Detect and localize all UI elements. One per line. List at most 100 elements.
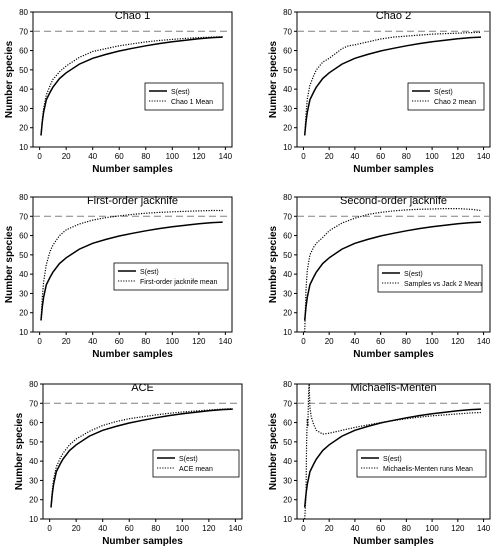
series-line-estimator-mean xyxy=(304,31,482,136)
x-tick-label: 40 xyxy=(350,337,359,346)
chart-panel-6: 10 20 30 40 50 60 70 80 0 20 40 60 80 100 120 140 Michae… xyxy=(268,380,491,547)
y-tick-label: 30 xyxy=(19,289,28,298)
y-tick-label: 60 xyxy=(19,47,28,56)
x-tick-label: 140 xyxy=(229,524,243,533)
x-tick-label: 140 xyxy=(219,337,233,346)
chart-panel-3: 10 20 30 40 50 60 70 80 0 20 40 60 80 100 120 140 First-… xyxy=(4,193,233,360)
x-tick-label: 40 xyxy=(350,524,359,533)
legend-entry: S(est) xyxy=(140,269,159,276)
series-line-sest xyxy=(50,408,233,508)
legend: S(est) Chao 2 mean xyxy=(407,82,485,111)
series-line-sest xyxy=(303,408,482,508)
y-tick-label: 80 xyxy=(19,193,28,202)
x-tick-label: 120 xyxy=(451,337,465,346)
x-tick-label: 100 xyxy=(425,524,439,533)
y-tick-label: 40 xyxy=(283,85,292,94)
y-tick-label: 30 xyxy=(283,104,292,113)
x-tick-label: 20 xyxy=(325,524,334,533)
x-tick-label: 20 xyxy=(325,337,334,346)
x-tick-label: 40 xyxy=(350,152,359,161)
y-tick-label: 80 xyxy=(29,380,38,389)
y-tick-label: 70 xyxy=(283,212,292,221)
series-line-estimator-mean xyxy=(50,408,233,508)
y-tick-label: 10 xyxy=(283,143,292,152)
x-tick-label: 60 xyxy=(376,337,385,346)
x-tick-label: 0 xyxy=(47,524,52,533)
y-tick-label: 20 xyxy=(19,309,28,318)
chart-panel-2: 10 20 30 40 50 60 70 80 0 20 40 60 80 100 120 140 Chao 2… xyxy=(268,8,491,175)
series-line-estimator-mean xyxy=(40,209,223,321)
y-tick-label: 20 xyxy=(283,124,292,133)
chart-title: Chao 2 xyxy=(376,10,411,22)
x-tick-label: 0 xyxy=(301,152,306,161)
y-tick-label: 20 xyxy=(283,309,292,318)
x-tick-label: 20 xyxy=(62,152,71,161)
y-axis-label: Number species xyxy=(14,412,25,490)
x-tick-label: 20 xyxy=(72,524,81,533)
chart-title: First-order jacknife xyxy=(87,195,178,207)
x-tick-label: 140 xyxy=(477,524,491,533)
legend-entry: S(est) xyxy=(171,89,190,96)
y-tick-label: 50 xyxy=(29,438,38,447)
legend-box xyxy=(356,449,487,478)
x-tick-label: 120 xyxy=(202,524,216,533)
y-tick-label: 10 xyxy=(283,515,292,524)
x-tick-label: 80 xyxy=(402,524,411,533)
x-tick-label: 40 xyxy=(98,524,107,533)
y-tick-label: 10 xyxy=(19,143,28,152)
chart-title: ACE xyxy=(131,382,154,394)
plot-frame xyxy=(296,11,491,148)
y-tick-label: 70 xyxy=(19,212,28,221)
plot-frame xyxy=(296,383,491,520)
chart-title: Second-order jacknife xyxy=(340,195,447,207)
y-tick-label: 70 xyxy=(283,27,292,36)
y-axis-label: Number species xyxy=(4,40,15,118)
y-tick-label: 20 xyxy=(283,496,292,505)
x-axis-label: Number samples xyxy=(353,164,434,175)
x-tick-label: 140 xyxy=(477,337,491,346)
y-axis-label: Number species xyxy=(268,225,279,303)
legend: S(est) Samples vs Jack 2 Mean xyxy=(377,264,483,293)
x-tick-label: 140 xyxy=(477,152,491,161)
y-tick-label: 80 xyxy=(283,193,292,202)
legend-entry: S(est) xyxy=(383,456,402,463)
x-tick-label: 80 xyxy=(402,337,411,346)
legend-entry: First-order jacknife mean xyxy=(140,279,218,286)
y-tick-label: 30 xyxy=(19,104,28,113)
x-tick-label: 0 xyxy=(37,337,42,346)
y-tick-label: 60 xyxy=(283,47,292,56)
y-tick-label: 60 xyxy=(19,232,28,241)
legend: S(est) First-order jacknife mean xyxy=(113,262,229,291)
x-tick-label: 0 xyxy=(37,152,42,161)
series-line-estimator-mean xyxy=(304,208,482,332)
x-axis-label: Number samples xyxy=(353,349,434,360)
chart-title: Chao 1 xyxy=(115,10,150,22)
y-tick-label: 30 xyxy=(29,476,38,485)
x-tick-label: 40 xyxy=(88,152,97,161)
y-tick-label: 50 xyxy=(283,66,292,75)
chart-panel-5: 10 20 30 40 50 60 70 80 0 20 40 60 80 100 120 140 ACE Num… xyxy=(14,380,243,547)
x-tick-label: 100 xyxy=(176,524,190,533)
x-tick-label: 60 xyxy=(125,524,134,533)
y-tick-label: 10 xyxy=(283,328,292,337)
chart-panel-1: 10 20 30 40 50 60 70 80 0 20 40 60 80 100 120 140 Chao 1… xyxy=(4,8,233,175)
y-tick-label: 80 xyxy=(283,380,292,389)
y-tick-label: 40 xyxy=(29,457,38,466)
legend-entry: S(est) xyxy=(434,89,453,96)
x-tick-label: 140 xyxy=(219,152,233,161)
x-tick-label: 20 xyxy=(62,337,71,346)
y-tick-label: 80 xyxy=(19,8,28,17)
y-tick-label: 10 xyxy=(29,515,38,524)
legend-box xyxy=(407,82,485,111)
x-tick-label: 80 xyxy=(402,152,411,161)
x-tick-label: 120 xyxy=(192,337,206,346)
y-tick-label: 50 xyxy=(283,438,292,447)
x-axis-label: Number samples xyxy=(92,349,173,360)
series-line-sest xyxy=(303,221,482,321)
x-tick-label: 80 xyxy=(141,337,150,346)
y-tick-label: 70 xyxy=(283,399,292,408)
y-tick-label: 60 xyxy=(283,232,292,241)
y-tick-label: 30 xyxy=(283,289,292,298)
legend-box xyxy=(377,264,483,293)
x-tick-label: 60 xyxy=(376,152,385,161)
